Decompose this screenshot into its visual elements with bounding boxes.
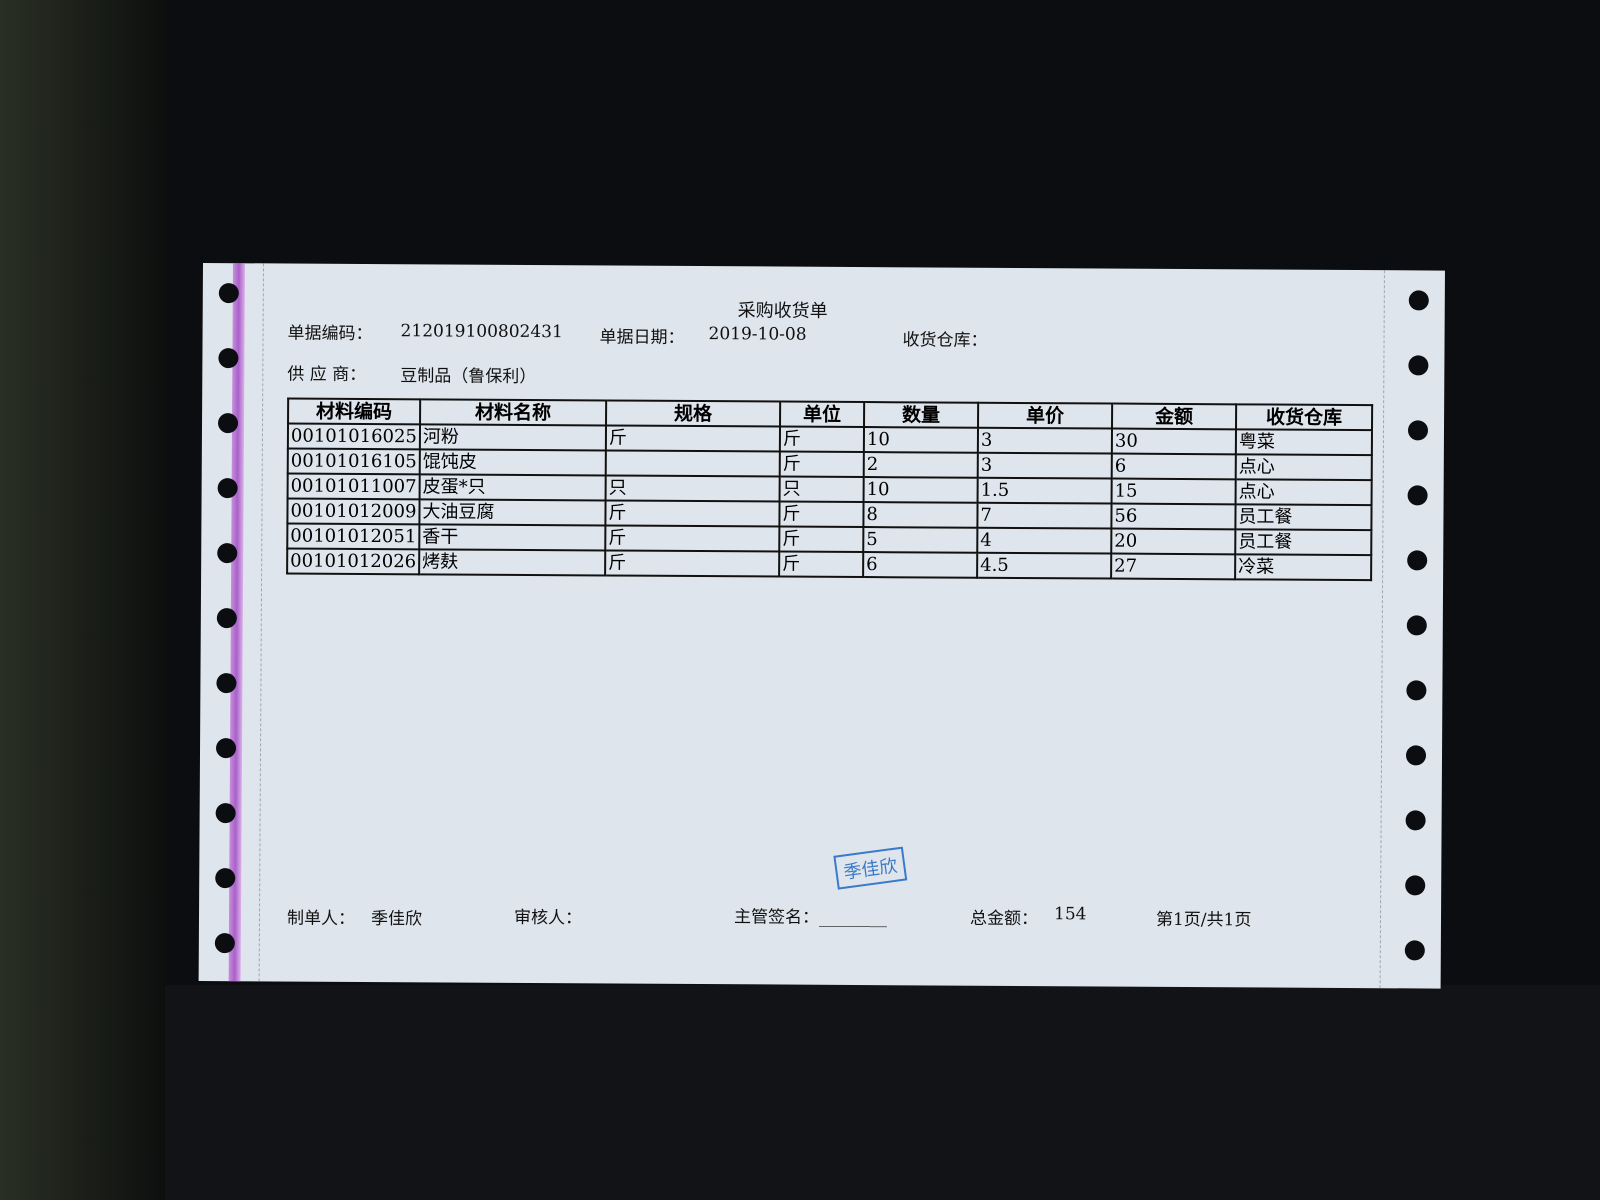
table-cell: 斤 <box>779 451 864 478</box>
receipt-paper: 采购收货单 单据编码： 212019100802431 单据日期： 2019-1… <box>198 263 1445 989</box>
supplier: 豆制品（鲁保利） <box>400 366 537 388</box>
tractor-hole <box>1406 615 1427 636</box>
tractor-hole <box>1405 745 1427 766</box>
table-cell: 斤 <box>779 526 864 553</box>
document-title: 采购收货单 <box>737 300 828 322</box>
warehouse-label: 收货仓库： <box>902 330 988 351</box>
table-cell: 斤 <box>605 550 780 577</box>
tractor-hole <box>1407 550 1428 571</box>
table-cell: 8 <box>863 502 978 528</box>
supplier-label: 供 应 商： <box>287 364 367 385</box>
column-header: 收货仓库 <box>1235 404 1373 431</box>
table-cell: 1.5 <box>977 477 1112 504</box>
table-cell: 00101016105 <box>287 448 420 475</box>
tractor-hole <box>215 868 236 889</box>
doc-no-label: 单据编码： <box>287 323 373 345</box>
table-cell: 烤麸 <box>419 549 606 576</box>
tractor-hole <box>216 673 237 694</box>
reviewer-label: 审核人： <box>513 907 583 929</box>
table-cell: 香干 <box>419 524 606 551</box>
tractor-hole <box>1405 810 1426 831</box>
table-cell <box>605 450 780 477</box>
table-cell: 斤 <box>779 551 864 578</box>
table-cell: 冷菜 <box>1235 554 1372 581</box>
table-cell: 斤 <box>779 426 864 453</box>
table-cell: 只 <box>779 476 864 503</box>
table-cell: 员工餐 <box>1235 504 1372 531</box>
table-cell: 2 <box>863 452 978 478</box>
table-cell: 20 <box>1111 528 1236 555</box>
tractor-hole <box>216 608 237 629</box>
tractor-hole <box>1408 290 1429 311</box>
table-cell: 4.5 <box>977 552 1112 579</box>
table-cell: 3 <box>977 427 1112 454</box>
table-cell: 粤菜 <box>1235 429 1372 456</box>
table-cell: 只 <box>605 475 780 502</box>
table-cell: 00101011007 <box>287 473 420 500</box>
table-cell: 56 <box>1111 503 1236 530</box>
table-cell: 00101016025 <box>287 423 421 450</box>
date-label: 单据日期： <box>599 327 685 348</box>
tractor-hole <box>217 543 238 564</box>
maker-label: 制单人： <box>286 908 356 929</box>
total: 154 <box>1053 904 1087 925</box>
tractor-hole <box>1406 680 1427 701</box>
table-cell: 斤 <box>605 425 780 452</box>
tractor-hole <box>215 803 236 824</box>
tractor-hole <box>217 413 239 434</box>
table-cell: 10 <box>863 427 978 453</box>
table-cell: 00101012026 <box>287 548 420 575</box>
tractor-hole <box>215 738 237 759</box>
table-cell: 6 <box>863 552 978 578</box>
table-cell: 00101012009 <box>287 498 420 525</box>
table-cell: 河粉 <box>419 424 606 451</box>
table-cell: 点心 <box>1235 479 1372 506</box>
maker: 季佳欣 <box>370 909 423 930</box>
items-table: 材料编码 材料名称 规格 单位 数量 单价 金额 收货仓库 00101016025 河粉斤斤 10… <box>286 398 1373 582</box>
tractor-hole <box>1407 420 1429 441</box>
table-row: 00101012026 烤麸斤斤 6 4.5 27 冷菜 <box>287 548 1372 581</box>
date: 2019-10-08 <box>708 324 807 345</box>
doc-no: 212019100802431 <box>400 321 563 343</box>
table-cell: 6 <box>1111 453 1236 480</box>
total-label: 总金额： <box>969 908 1039 930</box>
column-header: 规格 <box>605 400 781 427</box>
column-header: 金额 <box>1111 403 1237 430</box>
tractor-hole <box>1407 485 1428 506</box>
table-cell: 斤 <box>779 501 864 528</box>
table-cell: 5 <box>863 527 978 553</box>
tractor-hole <box>214 933 235 954</box>
table-cell: 点心 <box>1235 454 1372 481</box>
page-number: 第1页/共1页 <box>1155 909 1252 931</box>
tractor-hole <box>218 348 239 369</box>
column-header: 材料名称 <box>420 399 607 426</box>
column-header: 单价 <box>977 402 1113 429</box>
tractor-hole <box>1408 355 1429 376</box>
column-header: 材料编码 <box>288 398 421 425</box>
tractor-hole <box>217 478 238 499</box>
table-cell: 大油豆腐 <box>419 499 606 526</box>
signature-stamp: 季佳欣 <box>833 846 908 890</box>
table-cell: 30 <box>1111 428 1236 455</box>
table-cell: 15 <box>1111 478 1236 505</box>
supervisor-label: 主管签名：________ <box>733 907 888 929</box>
table-cell: 员工餐 <box>1235 529 1372 556</box>
background-left <box>0 0 165 1200</box>
background-table <box>165 985 1600 1200</box>
table-cell: 斤 <box>605 525 780 552</box>
table-cell: 7 <box>977 502 1112 529</box>
table-cell: 皮蛋*只 <box>419 474 606 501</box>
tractor-hole <box>1405 875 1426 896</box>
column-header: 数量 <box>863 402 979 428</box>
table-cell: 4 <box>977 527 1112 554</box>
column-header: 单位 <box>779 401 865 428</box>
table-cell: 3 <box>977 452 1112 479</box>
table-cell: 10 <box>863 477 978 503</box>
table-cell: 27 <box>1111 553 1236 580</box>
table-cell: 00101012051 <box>287 523 420 550</box>
tractor-hole <box>218 283 239 304</box>
table-cell: 斤 <box>605 500 780 527</box>
table-cell: 馄饨皮 <box>419 449 606 476</box>
tractor-hole <box>1404 940 1425 961</box>
